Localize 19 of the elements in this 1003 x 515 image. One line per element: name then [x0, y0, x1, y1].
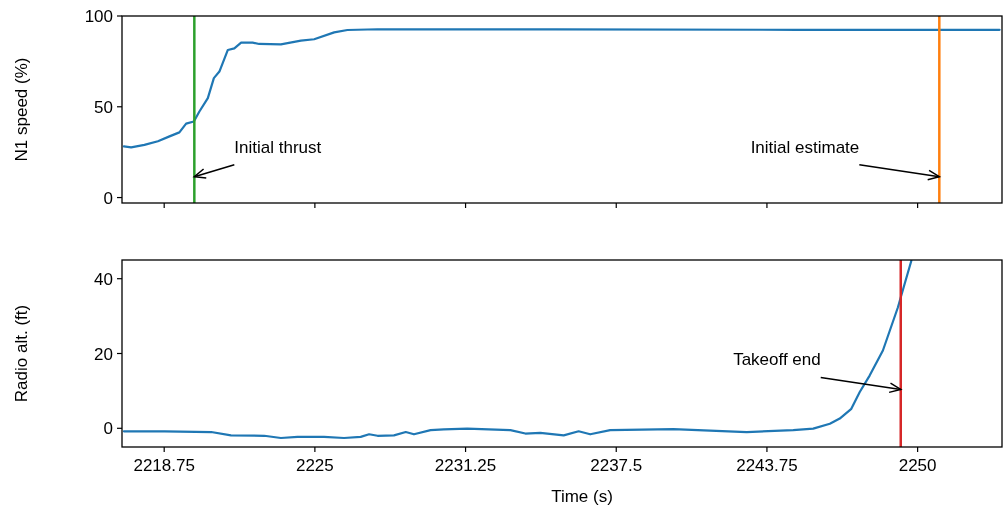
y-tick-label: 50: [94, 97, 113, 117]
y-tick-label: 0: [103, 188, 113, 208]
x-tick-label: 2231.25: [434, 456, 497, 475]
x-tick-label: 2237.5: [590, 456, 643, 475]
y-tick-label: 0: [103, 419, 113, 439]
y-axis-title: N1 speed (%): [12, 57, 31, 162]
x-tick-label: 2225: [295, 456, 334, 475]
annotation: Initial thrust: [234, 137, 322, 157]
x-tick-label: 2250: [898, 456, 937, 475]
y-tick-label: 40: [94, 269, 113, 289]
annotation: Takeoff end: [733, 350, 821, 370]
y-tick-label: 100: [84, 7, 113, 26]
line-series: [122, 260, 913, 440]
x-axis-title: Time (s): [551, 487, 613, 506]
y-tick-label: 20: [94, 344, 113, 364]
x-tick-label: 2243.75: [736, 456, 798, 475]
annotation: Initial estimate: [750, 137, 860, 157]
x-tick-label: 2218.75: [133, 456, 195, 475]
y-axis-title: Radio alt. (ft): [12, 304, 31, 403]
